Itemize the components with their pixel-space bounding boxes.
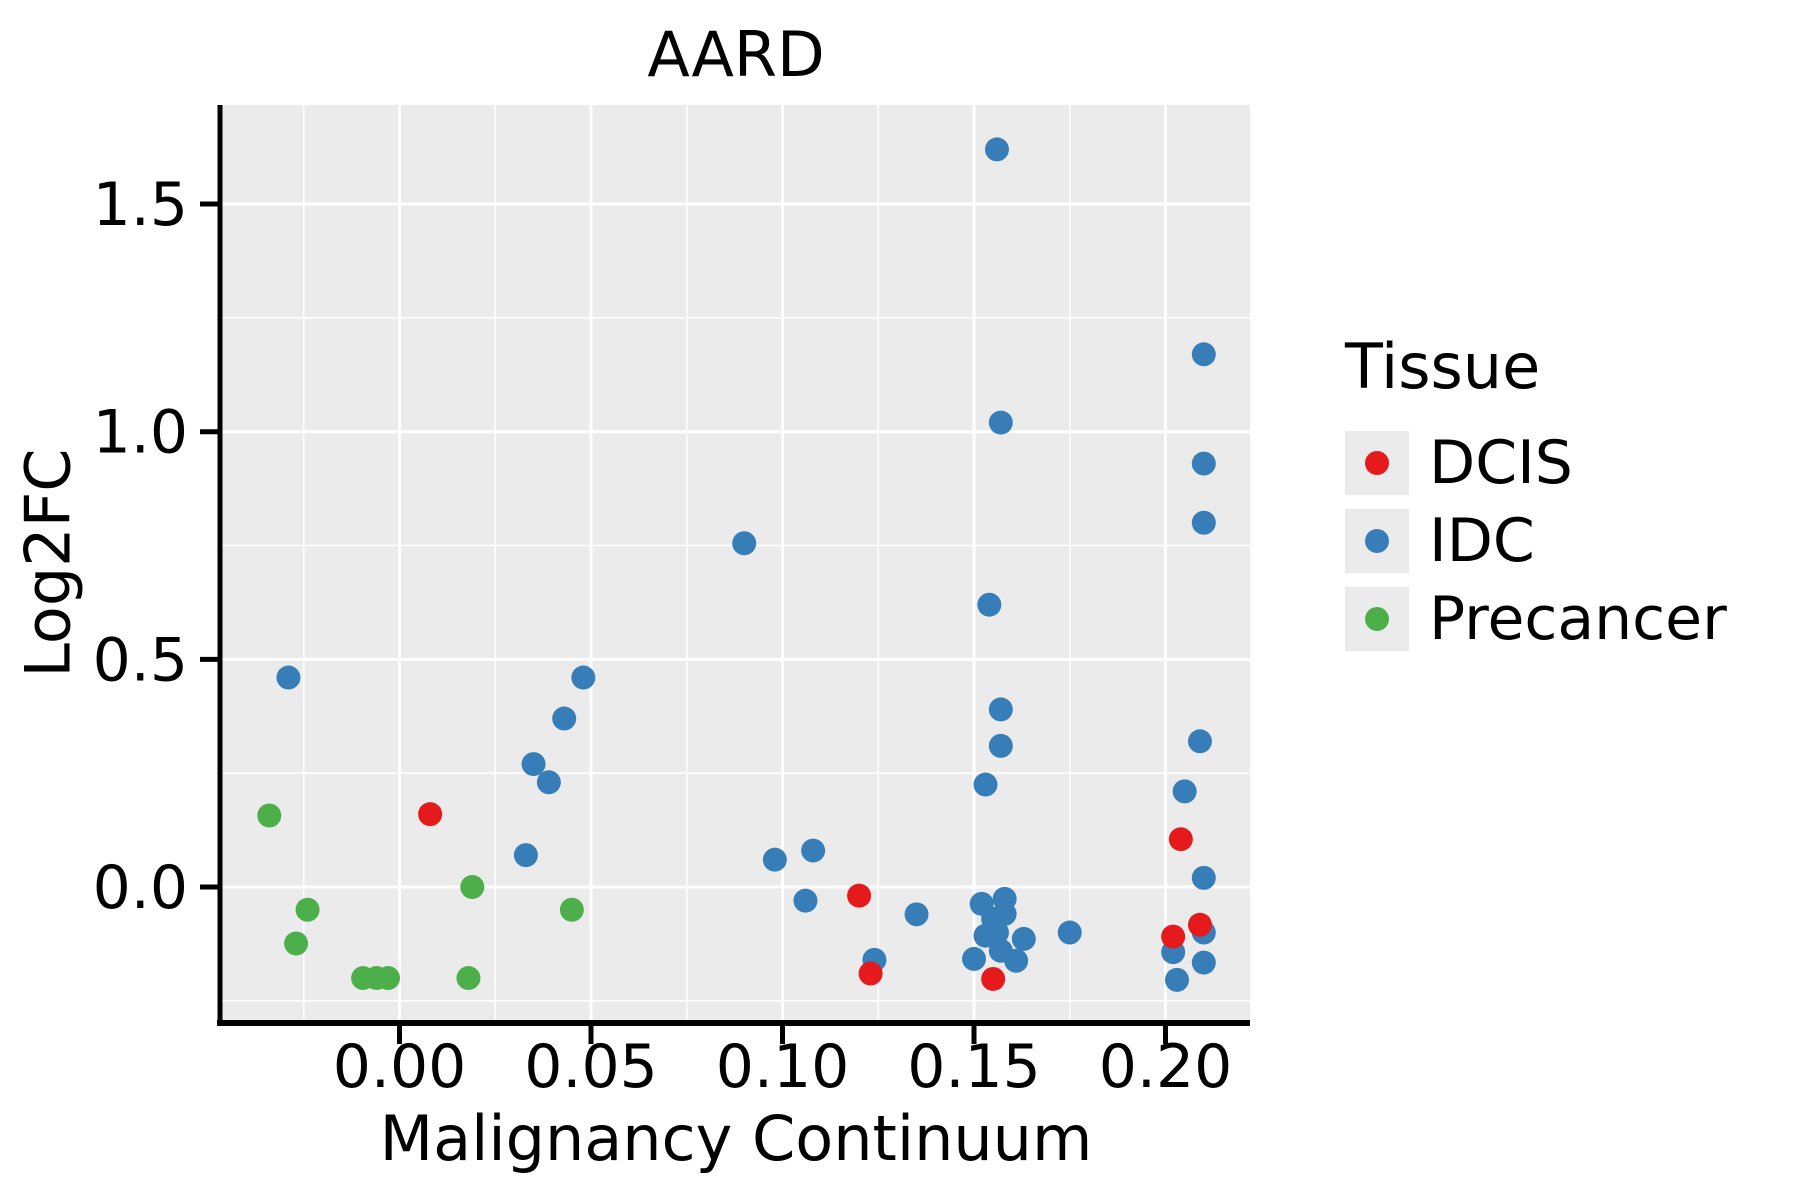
legend-dot-icon	[1365, 529, 1389, 553]
data-point-dcis	[1161, 924, 1186, 949]
legend-dot-icon	[1365, 451, 1389, 475]
data-point-idc	[988, 410, 1013, 435]
legend-entry-dcis: DCIS	[1345, 431, 1727, 495]
data-point-idc	[904, 902, 929, 927]
data-point-idc	[1057, 920, 1082, 945]
legend-title: Tissue	[1345, 330, 1541, 403]
y-tick-label: 1.0	[93, 398, 188, 468]
legend-label: Precancer	[1429, 584, 1727, 654]
data-point-idc	[1187, 729, 1212, 754]
data-point-precancer	[559, 897, 584, 922]
data-point-idc	[1191, 451, 1216, 476]
x-axis-label: Malignancy Continuum	[379, 1102, 1093, 1175]
data-point-dcis	[981, 966, 1006, 991]
data-point-idc	[1191, 865, 1216, 890]
data-point-precancer	[376, 966, 401, 991]
data-point-idc	[521, 752, 546, 777]
data-point-idc	[973, 772, 998, 797]
y-tick-label: 0.0	[93, 853, 188, 923]
data-point-idc	[536, 770, 561, 795]
data-point-dcis	[1168, 827, 1193, 852]
legend-dot-icon	[1365, 607, 1389, 631]
data-point-idc	[552, 706, 577, 731]
legend-entry-idc: IDC	[1345, 509, 1727, 573]
data-point-idc	[793, 888, 818, 913]
data-point-precancer	[284, 931, 309, 956]
plot-panel	[222, 105, 1250, 1022]
data-point-idc	[962, 946, 986, 971]
data-point-precancer	[460, 875, 485, 899]
data-point-idc	[1191, 342, 1216, 367]
legend: Tissue DCIS IDC Precancer	[1345, 330, 1727, 651]
y-tick-label: 1.5	[93, 170, 188, 240]
legend-label: IDC	[1429, 506, 1535, 576]
chart-title: AARD	[647, 18, 825, 91]
data-point-idc	[1004, 948, 1029, 973]
legend-label: DCIS	[1429, 428, 1573, 498]
x-tick-label: 0.05	[524, 1032, 658, 1102]
y-axis-label: Log2FC	[11, 448, 85, 678]
data-point-idc	[1172, 779, 1197, 804]
x-tick-label: 0.00	[333, 1032, 467, 1102]
data-point-idc	[984, 920, 1009, 945]
data-point-idc	[732, 531, 757, 556]
data-point-idc	[513, 843, 538, 868]
legend-key	[1345, 509, 1409, 573]
data-point-dcis	[418, 802, 443, 827]
data-point-idc	[762, 847, 787, 872]
data-point-precancer	[257, 803, 282, 828]
data-point-idc	[1164, 967, 1189, 992]
data-point-idc	[801, 838, 826, 863]
data-point-idc	[1011, 926, 1036, 951]
data-point-idc	[276, 665, 301, 690]
data-point-idc	[992, 901, 1017, 926]
x-tick-label: 0.15	[907, 1032, 1041, 1102]
legend-key	[1345, 587, 1409, 651]
data-point-idc	[1191, 950, 1216, 975]
data-point-dcis	[1187, 912, 1212, 937]
data-point-dcis	[858, 961, 883, 986]
data-point-dcis	[847, 883, 872, 908]
data-point-precancer	[295, 897, 320, 922]
data-point-idc	[571, 665, 596, 690]
data-point-precancer	[456, 966, 481, 991]
x-tick-label: 0.20	[1099, 1032, 1233, 1102]
data-point-idc	[1191, 510, 1216, 535]
data-point-idc	[988, 733, 1013, 758]
data-point-idc	[977, 592, 1002, 617]
data-point-idc	[988, 697, 1013, 722]
legend-key	[1345, 431, 1409, 495]
y-tick-label: 0.5	[93, 625, 188, 695]
data-point-idc	[984, 137, 1009, 162]
x-tick-label: 0.10	[716, 1032, 850, 1102]
legend-entry-precancer: Precancer	[1345, 587, 1727, 651]
